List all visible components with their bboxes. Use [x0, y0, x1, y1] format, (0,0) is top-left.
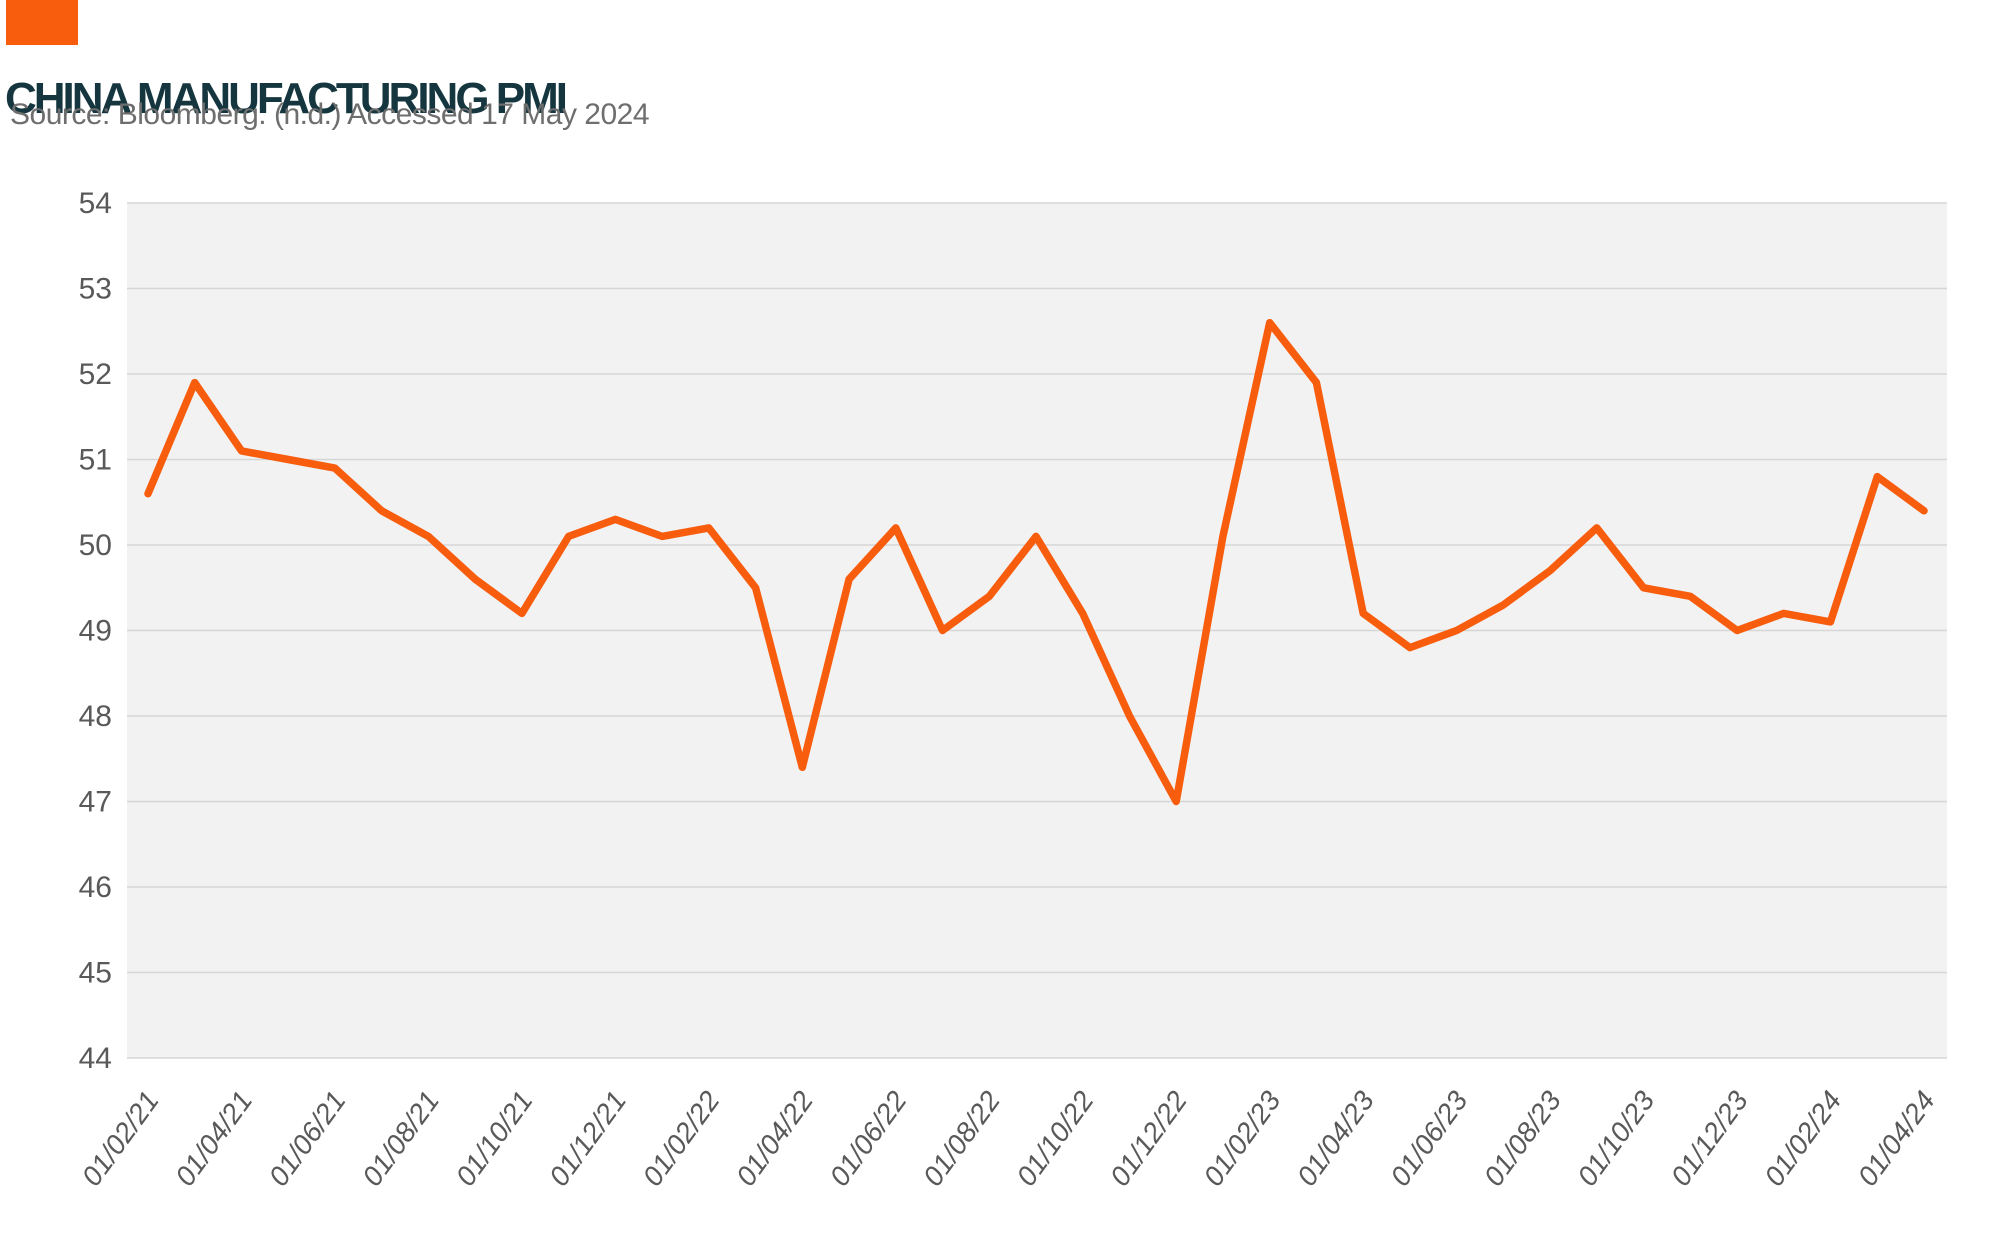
- y-tick-label-45: 45: [79, 957, 112, 990]
- x-tick-label-01-02-21: 01/02/21: [76, 1085, 165, 1191]
- y-tick-label-48: 48: [79, 700, 112, 733]
- x-tick-label-01-02-22: 01/02/22: [637, 1085, 726, 1192]
- x-tick-label-01-04-24: 01/04/24: [1852, 1085, 1941, 1191]
- x-tick-label-01-12-23: 01/12/23: [1665, 1085, 1754, 1192]
- x-tick-label-01-08-21: 01/08/21: [356, 1085, 445, 1191]
- y-tick-label-51: 51: [79, 444, 112, 477]
- x-tick-label-01-10-22: 01/10/22: [1010, 1085, 1099, 1192]
- y-tick-label-46: 46: [79, 871, 112, 904]
- x-tick-label-01-04-22: 01/04/22: [730, 1085, 819, 1192]
- brand-mark: [6, 0, 78, 45]
- x-tick-label-01-10-21: 01/10/21: [450, 1085, 539, 1191]
- x-tick-label-01-04-23: 01/04/23: [1291, 1085, 1380, 1192]
- x-tick-label-01-06-22: 01/06/22: [823, 1085, 912, 1192]
- x-tick-label-01-10-23: 01/10/23: [1571, 1085, 1660, 1192]
- x-tick-label-01-06-23: 01/06/23: [1384, 1085, 1473, 1192]
- page-title: CHINA MANUFACTURING PMI: [5, 74, 568, 124]
- y-tick-label-50: 50: [79, 529, 112, 562]
- x-tick-label-01-06-21: 01/06/21: [263, 1085, 352, 1191]
- y-tick-label-44: 44: [79, 1042, 112, 1075]
- chart-source-caption: Source: Bloomberg. (n.d.) Accessed 17 Ma…: [10, 98, 650, 131]
- y-tick-label-53: 53: [79, 273, 112, 306]
- x-tick-label-01-02-24: 01/02/24: [1758, 1085, 1847, 1191]
- y-tick-label-52: 52: [79, 358, 112, 391]
- pmi-series-line: [144, 318, 1928, 806]
- x-tick-label-01-08-22: 01/08/22: [917, 1085, 1006, 1192]
- x-tick-label-01-12-21: 01/12/21: [543, 1085, 632, 1191]
- x-tick-label-01-02-23: 01/02/23: [1197, 1085, 1286, 1192]
- y-tick-label-47: 47: [79, 786, 112, 819]
- y-tick-label-49: 49: [79, 615, 112, 648]
- x-tick-label-01-08-23: 01/08/23: [1478, 1085, 1567, 1192]
- x-tick-label-01-04-21: 01/04/21: [169, 1085, 258, 1191]
- y-tick-label-54: 54: [79, 187, 112, 220]
- x-tick-label-01-12-22: 01/12/22: [1104, 1085, 1193, 1192]
